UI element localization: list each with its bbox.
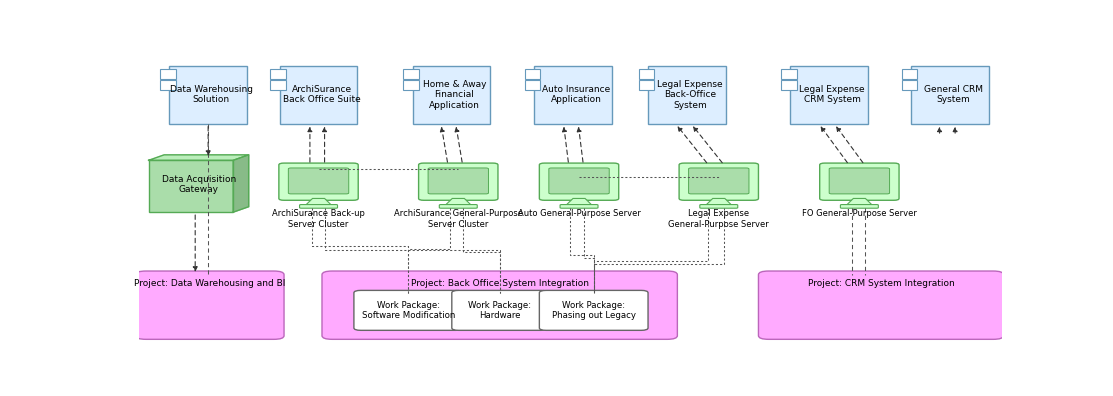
FancyBboxPatch shape — [452, 290, 548, 330]
FancyBboxPatch shape — [418, 163, 498, 200]
Polygon shape — [306, 198, 332, 205]
FancyBboxPatch shape — [299, 205, 337, 208]
Text: Work Package:
Software Modification: Work Package: Software Modification — [362, 301, 455, 320]
FancyBboxPatch shape — [819, 163, 899, 200]
Text: Auto General-Purpose Server: Auto General-Purpose Server — [518, 209, 640, 219]
FancyBboxPatch shape — [540, 290, 648, 330]
Text: Legal Expense
Back-Office
System: Legal Expense Back-Office System — [657, 80, 722, 110]
Polygon shape — [567, 198, 592, 205]
FancyBboxPatch shape — [689, 168, 749, 194]
FancyBboxPatch shape — [534, 66, 612, 124]
Text: Data Acquisition
Gateway: Data Acquisition Gateway — [161, 175, 236, 194]
Text: Project: Data Warehousing and BI: Project: Data Warehousing and BI — [135, 279, 286, 288]
FancyBboxPatch shape — [679, 163, 758, 200]
FancyBboxPatch shape — [639, 80, 654, 90]
Text: Legal Expense
CRM System: Legal Expense CRM System — [799, 85, 865, 105]
FancyBboxPatch shape — [758, 271, 1004, 339]
Text: FO General-Purpose Server: FO General-Purpose Server — [802, 209, 917, 219]
FancyBboxPatch shape — [525, 69, 541, 79]
Text: Project: Back Office System Integration: Project: Back Office System Integration — [411, 279, 589, 288]
Polygon shape — [847, 198, 873, 205]
FancyBboxPatch shape — [525, 80, 541, 90]
FancyBboxPatch shape — [169, 66, 247, 124]
FancyBboxPatch shape — [912, 66, 988, 124]
FancyBboxPatch shape — [136, 271, 284, 339]
Text: Project: CRM System Integration: Project: CRM System Integration — [808, 279, 954, 288]
FancyBboxPatch shape — [790, 66, 868, 124]
FancyBboxPatch shape — [288, 168, 348, 194]
FancyBboxPatch shape — [840, 205, 878, 208]
FancyBboxPatch shape — [413, 66, 490, 124]
Text: Work Package:
Phasing out Legacy: Work Package: Phasing out Legacy — [552, 301, 636, 320]
FancyBboxPatch shape — [781, 80, 797, 90]
FancyBboxPatch shape — [279, 163, 358, 200]
Text: ArchiSurance
Back Office Suite: ArchiSurance Back Office Suite — [283, 85, 361, 105]
Polygon shape — [445, 198, 471, 205]
FancyBboxPatch shape — [270, 69, 286, 79]
FancyBboxPatch shape — [902, 69, 917, 79]
Text: Home & Away
Financial
Application: Home & Away Financial Application — [423, 80, 486, 110]
FancyBboxPatch shape — [549, 168, 609, 194]
FancyBboxPatch shape — [781, 69, 797, 79]
Text: General CRM
System: General CRM System — [924, 85, 983, 105]
FancyBboxPatch shape — [403, 69, 418, 79]
FancyBboxPatch shape — [354, 290, 463, 330]
FancyBboxPatch shape — [149, 160, 233, 212]
Polygon shape — [233, 155, 248, 212]
Text: ArchiSurance General-Purpose
Server Cluster: ArchiSurance General-Purpose Server Clus… — [394, 209, 523, 229]
Polygon shape — [706, 198, 731, 205]
FancyBboxPatch shape — [700, 205, 738, 208]
FancyBboxPatch shape — [322, 271, 678, 339]
Text: Data Warehousing
Solution: Data Warehousing Solution — [170, 85, 253, 105]
FancyBboxPatch shape — [279, 66, 357, 124]
Text: ArchiSurance Back-up
Server Cluster: ArchiSurance Back-up Server Cluster — [272, 209, 365, 229]
Text: Auto Insurance
Application: Auto Insurance Application — [542, 85, 610, 105]
FancyBboxPatch shape — [440, 205, 477, 208]
FancyBboxPatch shape — [902, 80, 917, 90]
FancyBboxPatch shape — [540, 163, 619, 200]
FancyBboxPatch shape — [270, 80, 286, 90]
FancyBboxPatch shape — [639, 69, 654, 79]
Text: Work Package:
Hardware: Work Package: Hardware — [469, 301, 531, 320]
FancyBboxPatch shape — [160, 80, 176, 90]
FancyBboxPatch shape — [429, 168, 489, 194]
FancyBboxPatch shape — [403, 80, 418, 90]
FancyBboxPatch shape — [829, 168, 889, 194]
FancyBboxPatch shape — [560, 205, 598, 208]
FancyBboxPatch shape — [160, 69, 176, 79]
FancyBboxPatch shape — [648, 66, 726, 124]
Polygon shape — [149, 155, 248, 160]
Text: Legal Expense
General-Purpose Server: Legal Expense General-Purpose Server — [669, 209, 769, 229]
